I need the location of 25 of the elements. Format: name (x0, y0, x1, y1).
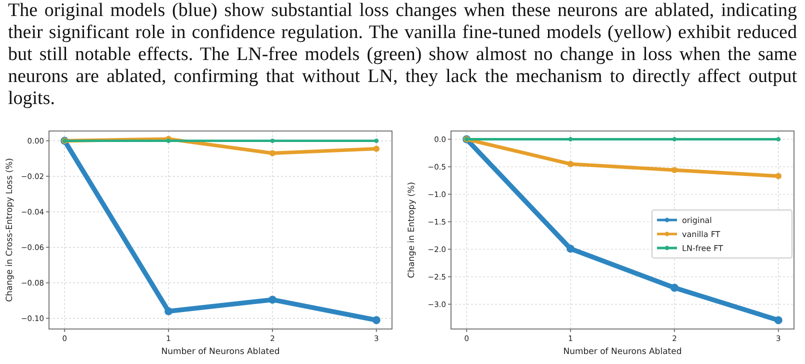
legend-label: LN-free FT (682, 244, 724, 253)
point (775, 173, 782, 180)
y-axis-title: Change in Entropy (%) (407, 182, 417, 278)
point (268, 296, 276, 304)
point (373, 146, 380, 152)
x-axis-title: Number of Neurons Ablated (563, 347, 682, 357)
point (672, 137, 677, 142)
point (776, 137, 781, 142)
legend-label: vanilla FT (682, 230, 720, 239)
point (269, 150, 276, 156)
point (372, 316, 380, 324)
text: The original models (blue) show substantial loss changes when these neurons are ablated, indicating their significant role in confidence regulation. The vanilla fine-tuned models (yellow) exhibit reduced but still notable effects. The LN-free models (green) show almost no change in loss when the same neurons are ablated, confirming that without LN, they lack the mechanism to directly affect output logits. (8, 0, 797, 110)
point (568, 137, 573, 142)
point (567, 160, 574, 168)
point (670, 284, 678, 292)
legend-label: original (682, 216, 712, 225)
point (566, 244, 575, 253)
point (374, 138, 379, 143)
point (166, 138, 171, 143)
point (164, 307, 173, 316)
point (671, 166, 678, 174)
x-axis-title: Number of Neurons Ablated (161, 347, 280, 357)
point (774, 316, 782, 324)
point (270, 138, 275, 143)
y-axis-title: Change in Cross-Entropy Loss (%) (5, 158, 15, 302)
